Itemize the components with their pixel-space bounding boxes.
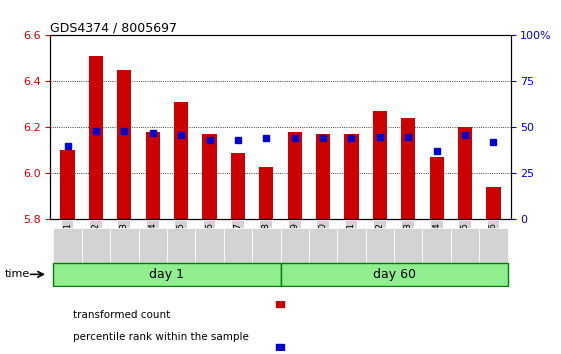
FancyBboxPatch shape	[337, 228, 366, 264]
FancyBboxPatch shape	[309, 228, 337, 264]
Text: transformed count: transformed count	[73, 310, 171, 320]
Bar	[458, 127, 472, 219]
Bar	[373, 112, 387, 219]
Bar	[316, 134, 330, 219]
FancyBboxPatch shape	[451, 228, 479, 264]
FancyBboxPatch shape	[82, 228, 110, 264]
FancyBboxPatch shape	[110, 228, 139, 264]
FancyBboxPatch shape	[422, 228, 451, 264]
Bar	[430, 157, 444, 219]
Bar	[203, 134, 217, 219]
Bar	[486, 187, 500, 219]
FancyBboxPatch shape	[167, 228, 195, 264]
FancyBboxPatch shape	[53, 263, 280, 285]
Bar	[117, 70, 131, 219]
Bar	[231, 153, 245, 219]
Text: GDS4374 / 8005697: GDS4374 / 8005697	[50, 21, 177, 34]
FancyBboxPatch shape	[53, 228, 82, 264]
FancyBboxPatch shape	[139, 228, 167, 264]
Text: time: time	[5, 269, 30, 279]
Text: day 1: day 1	[149, 268, 185, 281]
FancyBboxPatch shape	[394, 228, 422, 264]
FancyBboxPatch shape	[224, 228, 252, 264]
Bar	[344, 134, 358, 219]
Bar	[259, 166, 273, 219]
Bar	[288, 132, 302, 219]
Text: day 60: day 60	[373, 268, 416, 281]
FancyBboxPatch shape	[280, 228, 309, 264]
FancyBboxPatch shape	[195, 228, 224, 264]
FancyBboxPatch shape	[479, 228, 508, 264]
Bar	[89, 56, 103, 219]
FancyBboxPatch shape	[252, 228, 280, 264]
Bar	[174, 102, 188, 219]
Text: percentile rank within the sample: percentile rank within the sample	[73, 332, 250, 342]
FancyBboxPatch shape	[366, 228, 394, 264]
FancyBboxPatch shape	[280, 263, 508, 285]
Bar	[146, 132, 160, 219]
Bar	[61, 150, 75, 219]
Bar	[401, 118, 415, 219]
